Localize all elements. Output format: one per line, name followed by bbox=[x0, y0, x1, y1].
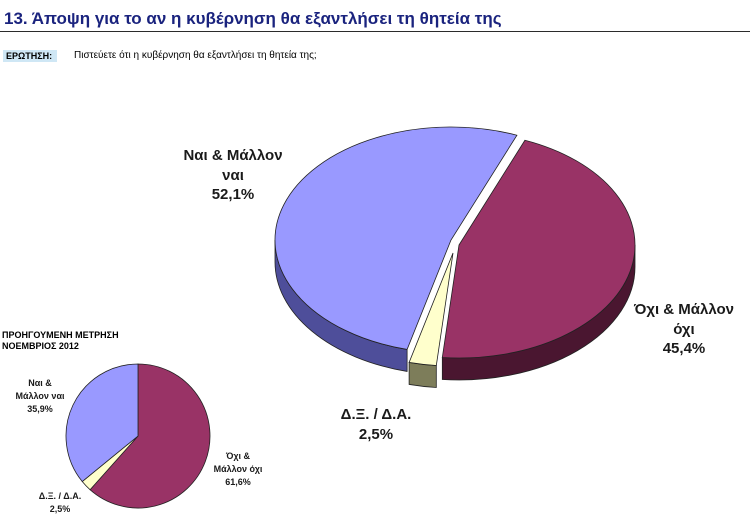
small-yes-name-line1: Ναι & bbox=[28, 378, 52, 388]
small-dk-value: 2,5% bbox=[49, 504, 71, 515]
page-title: 13. Άποψη για το αν η κυβέρνηση θα εξαντ… bbox=[4, 9, 502, 28]
small-slice-label-no: Όχι & Μάλλον όχι 61,6% bbox=[202, 450, 274, 489]
small-slice-no bbox=[89, 363, 211, 509]
previous-title-line2: ΝΟΕΜΒΡΙΟΣ 2012 bbox=[2, 341, 79, 352]
small-no-name-line1: Όχι & bbox=[225, 451, 251, 461]
small-yes-value: 35,9% bbox=[27, 404, 53, 415]
question-label: ΕΡΩΤΗΣΗ: bbox=[3, 50, 58, 62]
main-slice-yes bbox=[274, 126, 518, 350]
main-no-name-line1: Όχι & Μάλλον bbox=[633, 301, 735, 318]
small-slice-yes bbox=[65, 363, 139, 483]
main-dk-value: 2,5% bbox=[358, 425, 394, 443]
main-slice-label-no: Όχι & Μάλλον όχι 45,4% bbox=[622, 300, 746, 359]
small-yes-name-line2: Μάλλον ναι bbox=[15, 391, 65, 402]
main-yes-value: 52,1% bbox=[211, 186, 255, 203]
small-slice-label-dk: Δ.Ξ. / Δ.Α. 2,5% bbox=[28, 490, 92, 516]
main-no-name-line2: όχι bbox=[673, 320, 695, 338]
main-slice-dk bbox=[408, 252, 454, 366]
previous-title-line1: ΠΡΟΗΓΟΥΜΕΝΗ ΜΕΤΡΗΣΗ bbox=[2, 330, 119, 340]
small-no-value: 61,6% bbox=[225, 477, 251, 488]
title-divider bbox=[0, 31, 750, 32]
main-yes-name-line2: ναι bbox=[222, 166, 244, 184]
main-dk-name: Δ.Ξ. / Δ.Α. bbox=[340, 406, 412, 423]
small-dk-name: Δ.Ξ. / Δ.Α. bbox=[38, 491, 82, 501]
previous-measurement-title: ΠΡΟΗΓΟΥΜΕΝΗ ΜΕΤΡΗΣΗ ΝΟΕΜΒΡΙΟΣ 2012 bbox=[2, 330, 119, 353]
main-side-dk bbox=[408, 361, 437, 388]
question-text: Πιστεύετε ότι η κυβέρνηση θα εξαντλήσει … bbox=[74, 50, 317, 61]
small-no-name-line2: Μάλλον όχι bbox=[213, 464, 263, 475]
main-slice-label-yes: Ναι & Μάλλον ναι 52,1% bbox=[172, 146, 294, 205]
main-no-value: 45,4% bbox=[662, 340, 706, 357]
main-slice-no bbox=[441, 139, 636, 359]
small-slice-label-yes: Ναι & Μάλλον ναι 35,9% bbox=[8, 377, 72, 416]
main-yes-name-line1: Ναι & Μάλλον bbox=[183, 147, 283, 164]
main-slice-label-dk: Δ.Ξ. / Δ.Α. 2,5% bbox=[320, 405, 432, 444]
